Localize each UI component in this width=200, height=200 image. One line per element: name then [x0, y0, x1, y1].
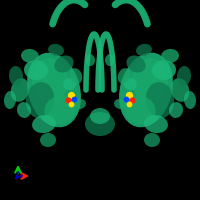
Ellipse shape	[9, 66, 23, 86]
Ellipse shape	[32, 58, 68, 102]
Ellipse shape	[4, 91, 16, 109]
Ellipse shape	[27, 53, 81, 127]
Ellipse shape	[17, 102, 31, 118]
Ellipse shape	[85, 112, 115, 136]
Point	[66, 98, 70, 102]
Ellipse shape	[132, 58, 168, 102]
Ellipse shape	[118, 68, 130, 84]
Ellipse shape	[123, 78, 137, 90]
Ellipse shape	[161, 49, 179, 63]
Ellipse shape	[85, 54, 95, 66]
Ellipse shape	[32, 115, 56, 133]
Point	[69, 102, 73, 106]
Ellipse shape	[152, 60, 176, 80]
Ellipse shape	[171, 78, 189, 102]
Ellipse shape	[184, 91, 196, 109]
Ellipse shape	[90, 108, 110, 124]
Ellipse shape	[74, 99, 86, 109]
Ellipse shape	[21, 49, 39, 63]
Ellipse shape	[24, 60, 48, 80]
Point	[130, 98, 134, 102]
Ellipse shape	[44, 96, 76, 124]
Point	[127, 102, 131, 106]
Point	[69, 93, 73, 97]
Ellipse shape	[70, 68, 82, 84]
Point	[127, 93, 131, 97]
Ellipse shape	[63, 78, 77, 90]
Ellipse shape	[11, 78, 29, 102]
Ellipse shape	[114, 99, 126, 109]
Point	[124, 97, 128, 101]
Point	[72, 97, 76, 101]
Ellipse shape	[54, 55, 74, 73]
Ellipse shape	[169, 102, 183, 118]
Ellipse shape	[177, 66, 191, 86]
Ellipse shape	[124, 96, 156, 124]
Ellipse shape	[105, 54, 115, 66]
Ellipse shape	[144, 133, 160, 147]
Ellipse shape	[26, 82, 54, 118]
Ellipse shape	[48, 44, 64, 56]
Ellipse shape	[144, 115, 168, 133]
Ellipse shape	[126, 55, 146, 73]
Ellipse shape	[136, 44, 152, 56]
Ellipse shape	[146, 82, 174, 118]
Ellipse shape	[40, 133, 56, 147]
Ellipse shape	[119, 53, 173, 127]
